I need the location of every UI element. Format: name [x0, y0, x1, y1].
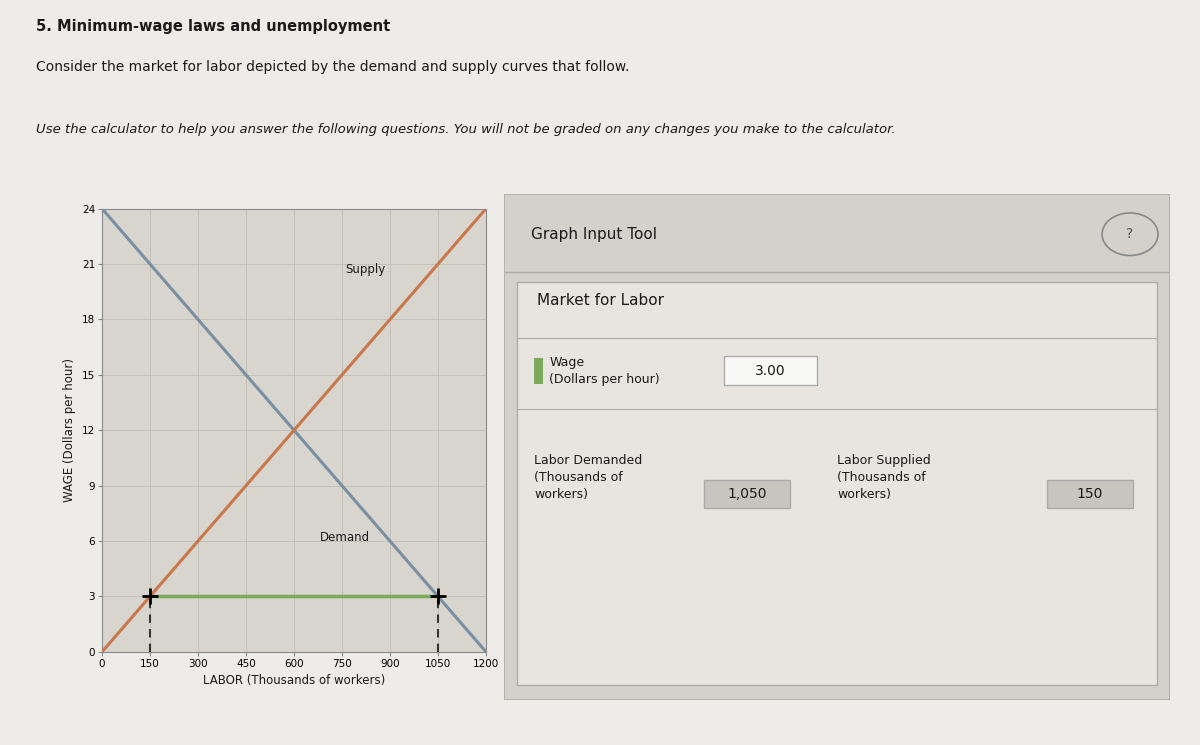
Y-axis label: WAGE (Dollars per hour): WAGE (Dollars per hour) [64, 358, 77, 502]
FancyBboxPatch shape [534, 358, 542, 384]
FancyBboxPatch shape [724, 356, 817, 385]
FancyBboxPatch shape [504, 194, 1170, 700]
Text: Wage
(Dollars per hour): Wage (Dollars per hour) [550, 356, 660, 386]
X-axis label: LABOR (Thousands of workers): LABOR (Thousands of workers) [203, 674, 385, 688]
FancyBboxPatch shape [517, 282, 1157, 685]
Text: Consider the market for labor depicted by the demand and supply curves that foll: Consider the market for labor depicted b… [36, 60, 629, 74]
FancyBboxPatch shape [1046, 480, 1133, 508]
Text: Labor Demanded
(Thousands of
workers): Labor Demanded (Thousands of workers) [534, 454, 642, 501]
Text: Labor Supplied
(Thousands of
workers): Labor Supplied (Thousands of workers) [838, 454, 931, 501]
Text: 150: 150 [1076, 486, 1103, 501]
Text: 3.00: 3.00 [755, 364, 786, 378]
FancyBboxPatch shape [704, 480, 791, 508]
Text: Use the calculator to help you answer the following questions. You will not be g: Use the calculator to help you answer th… [36, 123, 895, 136]
Text: ?: ? [1127, 227, 1134, 241]
Text: Graph Input Tool: Graph Input Tool [530, 226, 656, 241]
Text: Market for Labor: Market for Labor [538, 293, 665, 308]
Text: Demand: Demand [319, 531, 370, 544]
Text: 1,050: 1,050 [727, 486, 767, 501]
Text: 5. Minimum-wage laws and unemployment: 5. Minimum-wage laws and unemployment [36, 19, 390, 34]
Text: Supply: Supply [346, 263, 385, 276]
